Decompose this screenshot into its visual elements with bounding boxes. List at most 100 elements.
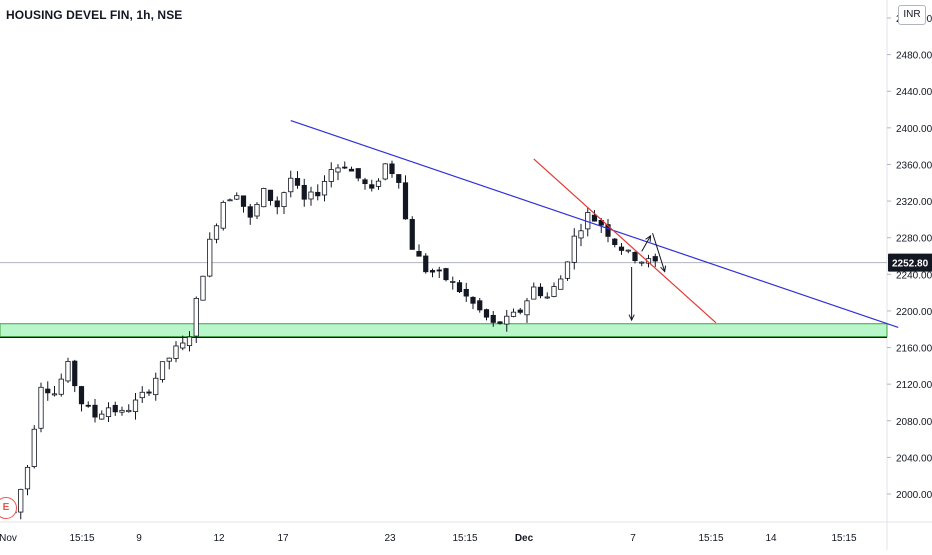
y-tick-label: 2200.00 — [896, 307, 932, 318]
x-tick-label: Nov — [0, 533, 17, 544]
candle-body — [146, 391, 152, 394]
candle-body — [571, 235, 577, 263]
candle-body — [497, 321, 503, 324]
candle — [625, 249, 631, 254]
candle — [409, 216, 415, 250]
candle — [416, 244, 422, 257]
drawings-layer[interactable] — [290, 119, 899, 328]
candle-body — [78, 386, 85, 405]
candle-body — [348, 168, 355, 172]
x-tick-label: 14 — [765, 533, 777, 544]
candle-body — [612, 238, 618, 246]
candle-body — [402, 182, 409, 220]
candle — [591, 210, 598, 222]
candle — [18, 488, 24, 520]
x-tick-label: 17 — [277, 533, 289, 544]
candle-body — [409, 219, 415, 250]
candle — [132, 392, 139, 420]
candle-body — [578, 230, 584, 239]
descending-trendline-blue[interactable] — [290, 119, 899, 328]
candle — [72, 359, 78, 393]
candle — [254, 202, 260, 219]
candle-body — [99, 413, 105, 420]
candle — [605, 219, 611, 243]
candle-body — [504, 315, 510, 325]
candle-body — [375, 180, 382, 187]
x-tick-label: 12 — [213, 533, 225, 544]
candle-body — [389, 163, 395, 175]
candle — [551, 282, 557, 298]
candle-body — [288, 177, 294, 193]
currency-badge[interactable]: INR — [898, 5, 926, 25]
candle-body — [308, 191, 314, 200]
candle — [632, 251, 638, 264]
y-tick-label: 2000.00 — [896, 490, 932, 501]
candle — [450, 276, 456, 290]
candle-body — [274, 200, 280, 208]
candle-body — [531, 286, 537, 300]
candle — [510, 308, 517, 318]
candle-body — [126, 409, 132, 413]
candle — [234, 192, 240, 201]
x-tick-label: 15:15 — [698, 533, 723, 544]
earnings-event-marker[interactable]: E — [0, 497, 17, 519]
candle-body — [470, 296, 476, 304]
candle — [45, 381, 51, 401]
candle-body — [31, 428, 37, 467]
candle-body — [632, 252, 638, 262]
candle-body — [652, 256, 658, 262]
candle — [65, 357, 71, 383]
candle-body — [456, 282, 463, 293]
x-tick-label: 15:15 — [831, 533, 856, 544]
candle-body — [328, 169, 334, 182]
candle-body — [544, 296, 550, 299]
candle-body — [321, 181, 328, 196]
candle-body — [591, 214, 598, 222]
support-zone[interactable] — [0, 323, 888, 338]
candles-layer — [11, 160, 658, 520]
candle-body — [369, 184, 375, 189]
y-tick-label: 2360.00 — [896, 160, 932, 171]
candle — [571, 228, 577, 270]
candle — [463, 282, 469, 302]
candle — [92, 398, 98, 423]
descending-trendline-red[interactable] — [533, 158, 717, 324]
candle — [497, 321, 503, 325]
candle — [85, 401, 91, 408]
candle — [537, 283, 544, 299]
last-price-badge[interactable] — [888, 253, 932, 272]
candle — [51, 385, 58, 397]
candle — [328, 162, 334, 188]
time-axis[interactable]: Nov 15:15 9 12 17 23 15:15 Dec 7 15:15 14 15:15 — [0, 533, 857, 544]
y-tick-label: 2400.00 — [896, 124, 932, 135]
projection-arrow[interactable] — [652, 232, 667, 273]
candle — [321, 175, 328, 202]
candle-body — [490, 314, 496, 323]
candle-body — [443, 268, 449, 281]
symbol-title[interactable]: HOUSING DEVEL FIN, 1h, NSE — [6, 8, 183, 22]
candle-body — [362, 179, 368, 185]
candle-body — [315, 191, 321, 197]
candle — [294, 171, 301, 189]
candle-body — [267, 189, 274, 201]
candle — [612, 238, 618, 248]
last-price-label: 2252.80 — [892, 259, 929, 270]
candle — [126, 404, 132, 413]
projection-arrow[interactable] — [628, 266, 635, 322]
candle-body — [605, 224, 611, 237]
y-tick-label: 2160.00 — [896, 344, 932, 355]
projection-arrow[interactable] — [641, 234, 652, 252]
candle — [389, 160, 395, 178]
candle — [267, 189, 274, 206]
y-tick-label: 2120.00 — [896, 380, 932, 391]
candle-body — [173, 345, 179, 359]
price-axis[interactable]: 2000.00 2040.00 2080.00 2120.00 2160.00 2200.… — [887, 14, 932, 501]
candle-body — [92, 404, 98, 418]
candle — [193, 296, 199, 343]
y-tick-label: 2280.00 — [896, 234, 932, 245]
candle — [517, 307, 523, 315]
candle-body — [477, 300, 483, 311]
